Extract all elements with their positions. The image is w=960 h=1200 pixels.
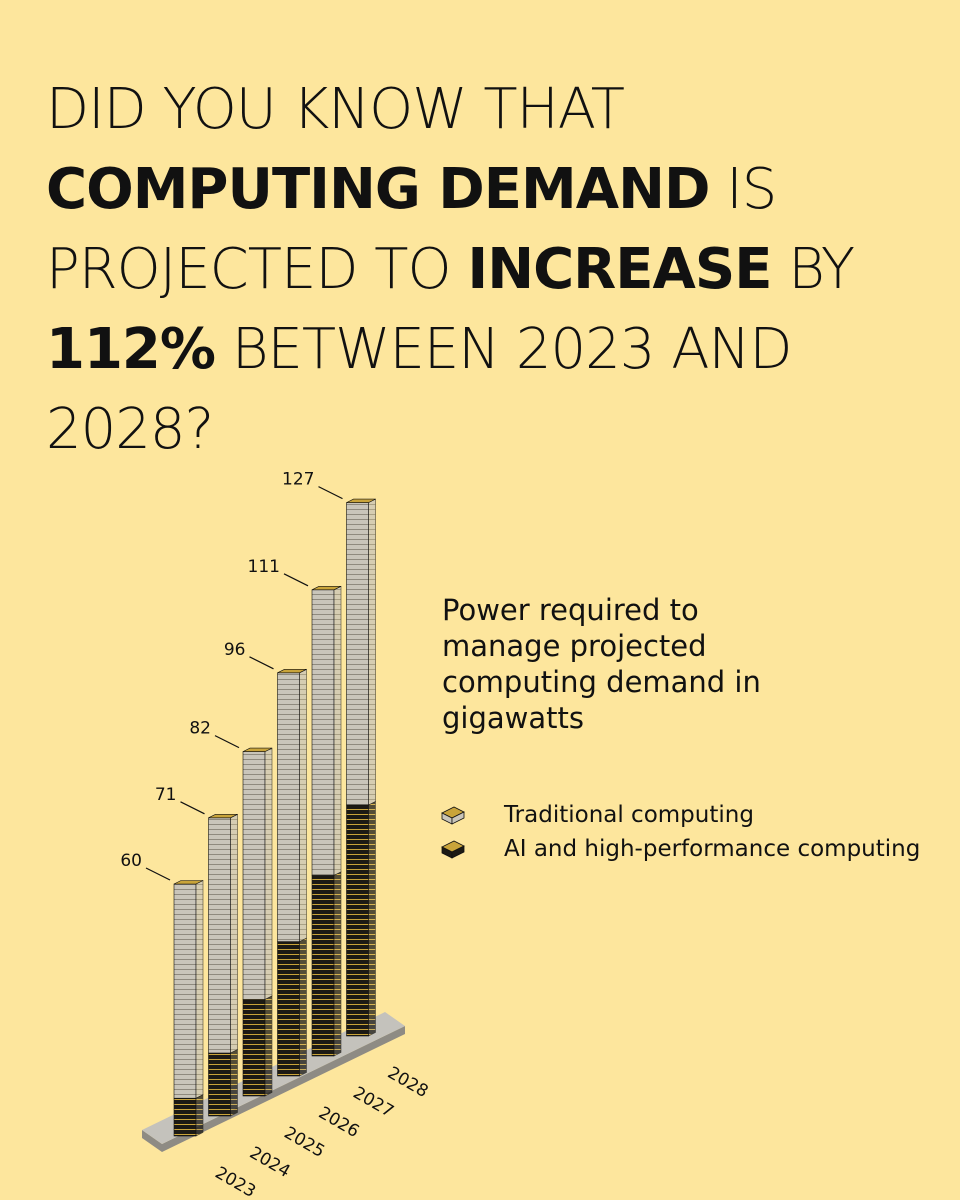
bar-segment (242, 999, 266, 1097)
bar-segment-side (195, 1094, 204, 1137)
leader-line (249, 656, 274, 670)
x-tick-label: 2028 (384, 1063, 431, 1102)
leader-line (180, 801, 205, 815)
legend-item: Traditional computing (440, 798, 920, 832)
bar-top (173, 880, 204, 885)
total-label: 111 (248, 557, 280, 577)
bar-top (311, 585, 342, 591)
bar-segment (173, 1097, 197, 1137)
bar-top (242, 747, 273, 752)
subtitle: Power required to manage projected compu… (442, 593, 761, 735)
x-tick-label: 2027 (350, 1083, 397, 1122)
legend-icon (441, 840, 465, 859)
bar-segment-side (299, 668, 307, 943)
title-part: DID YOU KNOW THAT (46, 77, 625, 142)
legend: Traditional computing AI and high-perform… (440, 798, 920, 866)
bar-segment (346, 804, 369, 1037)
title-part: IS PROJECTED TO (46, 157, 777, 302)
total-label: 71 (155, 785, 177, 805)
bar-segment (277, 941, 300, 1077)
x-tick-label: 2024 (246, 1143, 293, 1182)
bar-top (208, 813, 238, 819)
bar-segment-side (368, 498, 376, 806)
legend-icon (441, 806, 465, 825)
legend-icon-side (451, 845, 465, 859)
x-tick-label: 2026 (315, 1103, 362, 1142)
legend-label: AI and high-performance computing (504, 836, 921, 862)
total-label: 60 (120, 851, 142, 871)
total-label: 96 (224, 640, 246, 660)
bar-segment-side (195, 880, 204, 1099)
bar-segment-side (299, 937, 307, 1077)
title-part: 112% (46, 317, 216, 382)
bar-segment-side (333, 871, 342, 1057)
bar-segment-side (230, 1049, 238, 1117)
x-tick-label: 2023 (212, 1163, 259, 1200)
bar-segment (242, 751, 266, 1000)
bar-segment (208, 817, 231, 1054)
title-part: COMPUTING DEMAND (46, 157, 710, 222)
bar-top (277, 668, 307, 674)
legend-icon-side (451, 811, 465, 825)
leader-line (283, 573, 309, 587)
leader-line (318, 486, 343, 500)
leader-line (214, 735, 240, 749)
total-label: 127 (282, 470, 314, 490)
bar-top (346, 498, 376, 503)
legend-item: AI and high-performance computing (440, 832, 920, 866)
bar-segment-side (264, 995, 273, 1097)
leader-line (145, 867, 171, 881)
title-part: INCREASE (467, 237, 772, 302)
bar-segment (277, 672, 300, 942)
x-tick-label: 2025 (281, 1123, 328, 1162)
bar-segment (173, 883, 197, 1099)
legend-label: Traditional computing (504, 802, 754, 828)
bar-segment-side (333, 585, 342, 876)
bar-segment-side (230, 813, 238, 1054)
title-part: BETWEEN 2023 AND 2028? (46, 317, 793, 462)
bar-segment (311, 875, 335, 1057)
title-part: BY (771, 237, 855, 302)
bar-segment (346, 502, 369, 806)
bar-segment-side (368, 801, 376, 1037)
bar-segment (208, 1052, 231, 1117)
title: DID YOU KNOW THAT COMPUTING DEMAND IS PR… (46, 70, 926, 470)
bar-segment (311, 589, 335, 876)
total-label: 82 (189, 719, 211, 739)
bar-segment-side (264, 747, 273, 1000)
